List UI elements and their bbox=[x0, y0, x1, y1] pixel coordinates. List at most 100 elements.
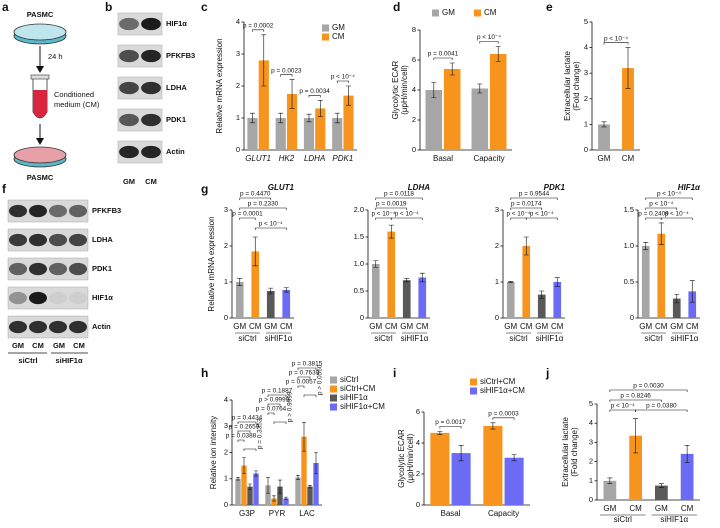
error-bar bbox=[625, 47, 631, 89]
y-tick-label: 0 bbox=[236, 145, 240, 154]
x-tick-label: CM bbox=[385, 322, 398, 331]
p-value: p = 0.8246 bbox=[620, 393, 651, 400]
bar bbox=[247, 118, 258, 150]
lane-label: GM bbox=[123, 177, 135, 186]
significance-bracket bbox=[609, 399, 662, 402]
blot-band bbox=[49, 204, 67, 218]
x-tick-label: CM bbox=[681, 504, 694, 513]
group-label: siCtrl bbox=[614, 515, 632, 524]
protein-label: PFKFB3 bbox=[166, 51, 195, 60]
error-bar bbox=[278, 479, 282, 494]
bar bbox=[657, 233, 666, 318]
p-value: p = 0.0030 bbox=[633, 383, 664, 390]
legend-label: siCtrl+CM bbox=[340, 384, 376, 393]
bar bbox=[303, 118, 315, 150]
y-tick-label: 3 bbox=[584, 68, 588, 77]
p-value: p > 0.9999 bbox=[259, 397, 290, 404]
blot-band bbox=[69, 233, 87, 247]
y-tick-label: 4 bbox=[584, 43, 588, 52]
y-axis-label: (Fold change) bbox=[572, 61, 581, 111]
medium-label: medium (CM) bbox=[54, 100, 100, 109]
error-bar bbox=[237, 278, 243, 286]
y-tick-label: 2 bbox=[412, 115, 416, 124]
bar bbox=[489, 54, 507, 150]
blot-band bbox=[119, 113, 139, 127]
culture-dish-top bbox=[13, 146, 67, 164]
p-value: p = 0.2409 bbox=[638, 211, 669, 218]
group-label: siCtrl bbox=[238, 334, 256, 343]
y-tick-label: 4 bbox=[416, 438, 420, 447]
lane-label: CM bbox=[145, 177, 157, 186]
error-bar bbox=[266, 477, 270, 494]
significance-bracket bbox=[237, 430, 251, 433]
blot-band bbox=[49, 320, 67, 334]
culture-dish-top bbox=[13, 23, 67, 41]
bar bbox=[286, 94, 298, 150]
chart-title: PDK1 bbox=[544, 183, 566, 192]
legend-swatch bbox=[470, 378, 477, 386]
x-tick-label: Capacity bbox=[473, 154, 504, 163]
chart-title: HIF1α bbox=[678, 183, 701, 192]
p-value: p = 0.0041 bbox=[428, 51, 459, 58]
group-label: siHIF1α bbox=[265, 334, 293, 343]
p-value: p = 0.0057 bbox=[286, 379, 317, 386]
blot-band bbox=[9, 320, 27, 334]
legend-swatch bbox=[330, 376, 337, 384]
y-tick-label: 6 bbox=[412, 55, 416, 64]
significance-bracket bbox=[525, 217, 558, 220]
x-tick-label: CM bbox=[686, 322, 699, 331]
p-value: p = 0.2659 bbox=[229, 424, 260, 431]
significance-bracket bbox=[645, 207, 678, 210]
y-axis-label: Relative mRNA expression bbox=[215, 38, 224, 133]
y-tick-label: 0 bbox=[495, 313, 499, 322]
error-bar bbox=[284, 496, 288, 501]
error-bar bbox=[539, 290, 545, 299]
bar bbox=[641, 246, 650, 318]
error-bar bbox=[658, 222, 664, 245]
error-bar bbox=[495, 46, 501, 62]
p-value: p = 0.0003 bbox=[488, 411, 519, 418]
error-bar bbox=[272, 495, 276, 502]
bar bbox=[277, 486, 283, 505]
panel-label: h bbox=[201, 366, 208, 380]
legend-label: GM bbox=[442, 8, 455, 17]
panel-label: c bbox=[201, 0, 208, 14]
p-value: p = 0.0019 bbox=[376, 201, 407, 208]
error-bar bbox=[658, 483, 664, 488]
error-bar bbox=[261, 34, 267, 87]
y-tick-label: 1.0 bbox=[354, 259, 364, 268]
error-bar bbox=[684, 444, 690, 463]
y-axis-label: Extracellular lactate bbox=[561, 417, 570, 487]
blot-band bbox=[141, 17, 161, 31]
y-axis-label: Extracellular lactate bbox=[563, 51, 572, 121]
significance-bracket bbox=[239, 217, 256, 220]
x-tick-label: CM bbox=[622, 154, 635, 163]
significance-bracket bbox=[280, 74, 293, 77]
y-tick-label: 1.0 bbox=[624, 241, 634, 250]
bar bbox=[265, 485, 271, 505]
x-tick-label: PDK1 bbox=[332, 154, 353, 163]
error-bar bbox=[523, 236, 529, 256]
blot bbox=[117, 12, 163, 164]
blot-band bbox=[141, 145, 161, 159]
bar bbox=[672, 298, 681, 318]
error-bar bbox=[254, 470, 258, 477]
y-axis-label: Glycolytic ECAR bbox=[397, 429, 406, 488]
error-bar bbox=[689, 280, 695, 303]
error-bar bbox=[458, 445, 464, 462]
error-bar bbox=[643, 242, 649, 250]
y-tick-label: 4 bbox=[412, 85, 416, 94]
blot-band bbox=[9, 262, 27, 276]
x-tick-label: GM bbox=[535, 322, 548, 331]
significance-bracket bbox=[635, 409, 688, 412]
y-tick-label: 1.5 bbox=[354, 232, 364, 241]
protein-label: HIF1α bbox=[92, 293, 113, 302]
significance-bracket bbox=[390, 217, 423, 220]
protein-label: PDK1 bbox=[166, 115, 186, 124]
p-value: p = 0.0023 bbox=[271, 67, 302, 74]
blot-band bbox=[141, 49, 161, 63]
x-tick-label: GM bbox=[639, 322, 652, 331]
error-bar bbox=[477, 83, 483, 94]
error-bar bbox=[278, 112, 284, 124]
bar bbox=[315, 108, 326, 150]
